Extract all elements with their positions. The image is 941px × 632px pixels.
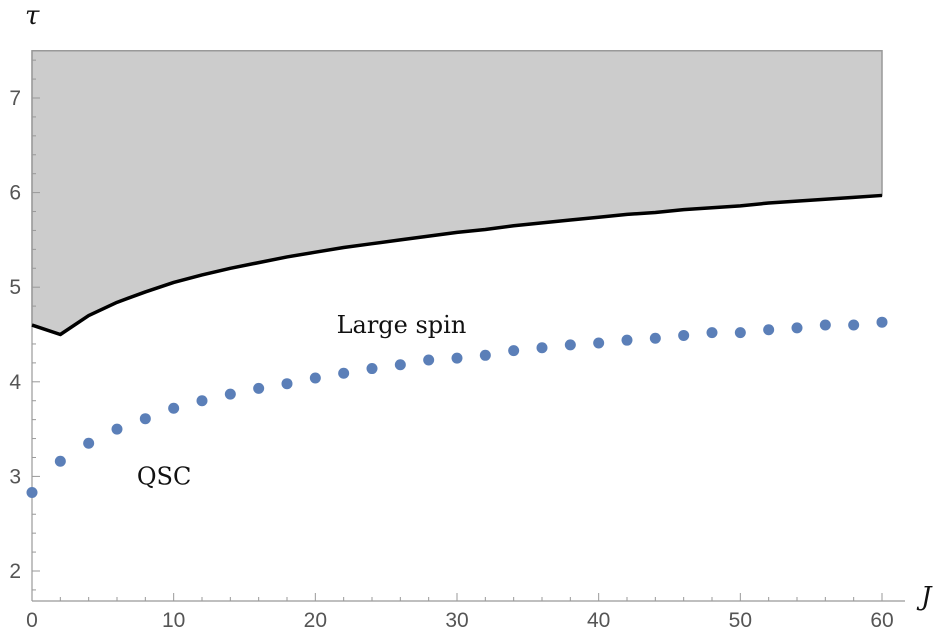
data-point — [819, 319, 831, 331]
data-point — [224, 388, 236, 400]
data-point — [253, 382, 265, 394]
data-point — [168, 402, 180, 414]
data-point — [196, 395, 208, 407]
annotations: Large spin QSC — [137, 311, 466, 490]
data-point — [706, 327, 718, 339]
data-point — [678, 329, 690, 341]
x-tick-label: 20 — [304, 609, 327, 632]
data-point — [54, 455, 66, 467]
data-point — [139, 413, 151, 425]
boundary-curve — [31, 193, 883, 337]
shaded-region-layer — [31, 49, 883, 336]
data-point — [508, 345, 520, 357]
data-point — [621, 334, 633, 346]
x-tick-label: 50 — [729, 609, 752, 632]
data-point — [763, 324, 775, 336]
data-point — [564, 339, 576, 351]
data-point — [649, 332, 661, 344]
data-point — [338, 367, 350, 379]
y-tick-label: 7 — [9, 87, 21, 110]
data-point — [593, 337, 605, 349]
x-tick-label: 10 — [162, 609, 185, 632]
axes: 0 10 20 30 40 50 60 2 3 4 5 6 7 Jτ — [9, 1, 933, 632]
y-tick-label: 2 — [9, 560, 21, 583]
shaded-region — [31, 49, 883, 336]
data-point — [423, 354, 435, 366]
y-tick-label: 5 — [9, 276, 21, 299]
y-tick-label: 4 — [9, 371, 21, 394]
x-tick-label: 40 — [587, 609, 610, 632]
data-point — [479, 349, 491, 361]
y-tick-label: 6 — [9, 182, 21, 205]
data-point — [536, 342, 548, 354]
data-point — [83, 437, 95, 449]
boundary-curve-layer — [31, 193, 883, 337]
qsc-points-layer — [26, 316, 888, 498]
y-tick-label: 3 — [9, 465, 21, 488]
data-point — [26, 486, 38, 498]
x-tick-label: 60 — [870, 609, 893, 632]
data-point — [366, 363, 378, 375]
x-axis-label: J — [916, 582, 933, 612]
annotation-large-spin: Large spin — [337, 311, 467, 339]
data-point — [848, 319, 860, 331]
x-tick-label: 0 — [26, 609, 38, 632]
data-point — [734, 327, 746, 339]
data-point — [876, 316, 888, 328]
y-axis-label: τ — [25, 1, 40, 31]
data-point — [111, 423, 123, 435]
x-tick-label: 30 — [445, 609, 468, 632]
data-point — [394, 359, 406, 371]
data-point — [281, 378, 293, 390]
data-point — [791, 322, 803, 334]
data-point — [451, 352, 463, 364]
annotation-qsc: QSC — [137, 462, 191, 490]
data-point — [309, 372, 321, 384]
